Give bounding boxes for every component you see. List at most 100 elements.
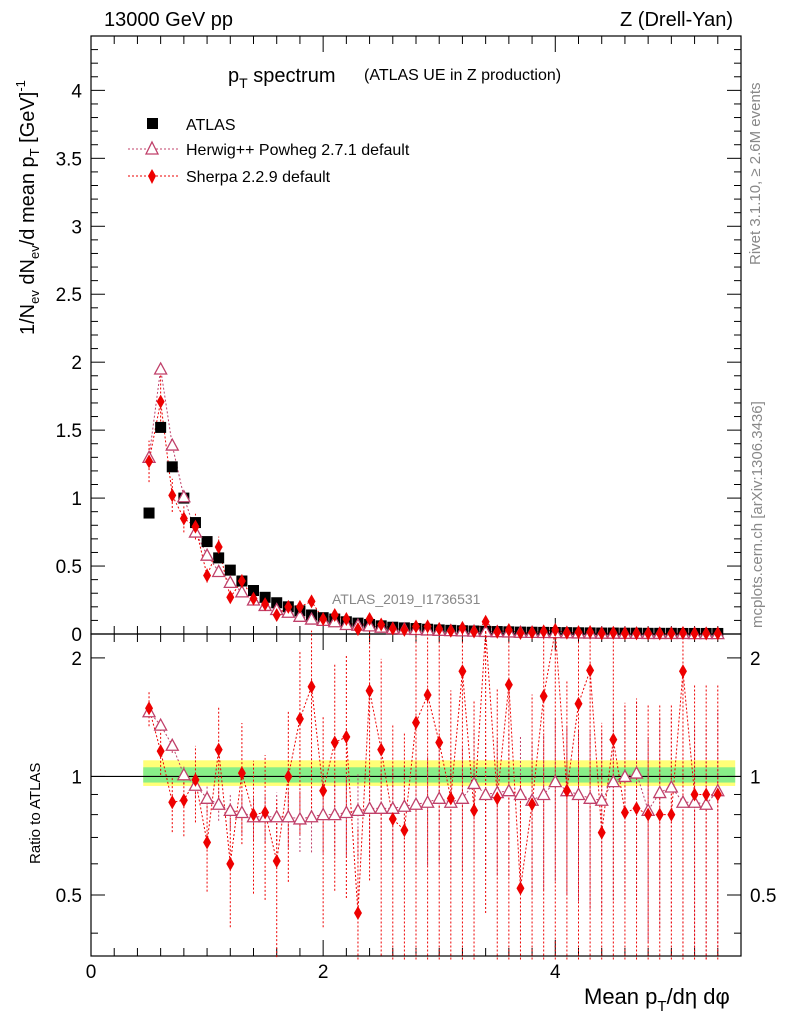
herwig-ratio-point: [199, 790, 215, 804]
sherpa-ratio-point: [353, 906, 362, 921]
herwig-ratio-point: [316, 807, 331, 821]
sherpa-point: [435, 621, 444, 636]
sherpa-point: [295, 599, 304, 614]
sherpa-ratio-line: [148, 630, 718, 914]
sherpa-ratio-point: [319, 783, 328, 798]
sherpa-point: [481, 614, 490, 629]
sherpa-ratio-point: [307, 679, 316, 694]
herwig-ratio-point: [455, 790, 470, 804]
sherpa-point: [156, 394, 165, 409]
sherpa-ratio-point: [690, 787, 699, 802]
ratio-y-tick-label: 0.5: [56, 886, 82, 907]
sherpa-ratio-point: [284, 769, 293, 784]
legend-label-herwig: Herwig++ Powheg 2.7.1 default: [186, 142, 410, 159]
atlas-point: [143, 507, 155, 519]
sherpa-ratio-point: [272, 853, 281, 868]
herwig-ratio-point: [165, 737, 180, 751]
sherpa-point: [168, 488, 177, 503]
sherpa-point: [237, 573, 246, 588]
herwig-ratio-point: [327, 807, 342, 821]
sherpa-point: [702, 626, 711, 641]
main-y-tick-label: 3: [71, 217, 82, 238]
x-tick-label: 2: [318, 962, 329, 983]
herwig-ratio-point: [548, 774, 563, 788]
herwig-ratio-point: [281, 809, 296, 823]
sherpa-point: [400, 622, 409, 637]
sherpa-ratio-point: [237, 766, 246, 781]
main-y-tick-label: 0.5: [56, 557, 82, 578]
ratio-y-tick-label: 2: [71, 649, 82, 670]
sherpa-point: [632, 626, 641, 641]
herwig-point: [199, 547, 215, 561]
sherpa-ratio-point: [249, 807, 258, 822]
header-right: Z (Drell-Yan): [620, 9, 733, 31]
herwig-ratio-point: [153, 717, 168, 731]
herwig-ratio-point: [234, 805, 249, 819]
sherpa-ratio-point: [713, 787, 722, 802]
sherpa-ratio-point: [539, 689, 548, 704]
herwig-ratio-point: [617, 769, 633, 783]
sherpa-point: [690, 626, 699, 641]
herwig-ratio-point: [304, 809, 319, 823]
herwig-ratio-point: [362, 800, 377, 814]
herwig-ratio-point: [699, 796, 714, 810]
sherpa-point: [528, 625, 537, 640]
main-y-tick-label: 1.5: [56, 421, 82, 442]
main-y-tick-label: 4: [71, 81, 82, 102]
ratio-y-tick-label: 1: [71, 767, 82, 788]
herwig-ratio-point: [269, 809, 284, 823]
herwig-ratio-point: [652, 785, 667, 799]
sherpa-point: [214, 540, 223, 555]
sherpa-point: [446, 623, 455, 638]
sherpa-ratio-point: [516, 881, 525, 896]
sherpa-point: [249, 591, 258, 606]
legend-marker-sherpa: [148, 169, 156, 184]
sherpa-point: [226, 590, 235, 605]
main-y-tick-label: 2.5: [56, 285, 82, 306]
sherpa-point: [609, 625, 618, 640]
herwig-point: [223, 574, 238, 589]
chart-marks: [141, 361, 725, 960]
main-y-tick-label: 3.5: [56, 149, 82, 170]
sherpa-ratio-point: [377, 742, 386, 757]
sherpa-ratio-point: [493, 791, 502, 806]
legend-label-sherpa: Sherpa 2.2.9 default: [186, 169, 331, 186]
herwig-ratio-point: [176, 767, 191, 781]
watermark: ATLAS_2019_I1736531: [332, 591, 481, 607]
sherpa-ratio-point: [574, 696, 583, 711]
herwig-ratio-point: [339, 805, 354, 819]
sherpa-point: [655, 626, 664, 641]
sherpa-ratio-point: [145, 701, 154, 716]
herwig-ratio-point: [536, 787, 551, 801]
herwig-ratio-point: [513, 787, 528, 801]
herwig-point: [165, 437, 180, 451]
sherpa-point: [203, 568, 212, 583]
herwig-ratio-point: [478, 787, 493, 801]
atlas-point: [248, 585, 259, 597]
sherpa-point: [388, 621, 397, 636]
atlas-point: [166, 461, 178, 473]
rivet-label: Rivet 3.1.10, ≥ 2.6M events: [747, 83, 764, 266]
sherpa-ratio-point: [562, 783, 571, 798]
sherpa-ratio-point: [179, 793, 188, 808]
ratio-y-axis-label: Ratio to ATLAS: [27, 763, 44, 864]
sherpa-ratio-point: [504, 677, 513, 692]
sherpa-ratio-point: [214, 742, 223, 757]
header-left: 13000 GeV pp: [104, 9, 233, 31]
herwig-ratio-point: [664, 779, 679, 793]
sherpa-point: [574, 625, 583, 640]
sherpa-point: [586, 624, 595, 639]
sherpa-ratio-point: [400, 823, 409, 838]
sherpa-point: [179, 511, 188, 526]
herwig-ratio-point: [629, 765, 644, 779]
sherpa-point: [191, 519, 200, 534]
sherpa-ratio-point: [597, 825, 606, 840]
sherpa-ratio-point: [191, 772, 200, 787]
x-axis-label: Mean pT/dη dφ: [584, 984, 730, 1015]
herwig-ratio-point: [432, 790, 447, 804]
sherpa-point: [284, 599, 293, 614]
sherpa-ratio-point: [632, 801, 641, 816]
chart-title: pT spectrum: [228, 65, 336, 91]
sherpa-point: [365, 612, 374, 627]
